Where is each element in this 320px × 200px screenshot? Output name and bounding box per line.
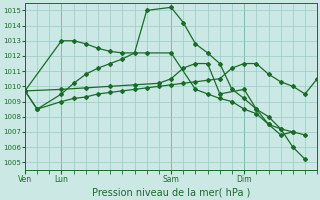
- X-axis label: Pression niveau de la mer( hPa ): Pression niveau de la mer( hPa ): [92, 187, 250, 197]
